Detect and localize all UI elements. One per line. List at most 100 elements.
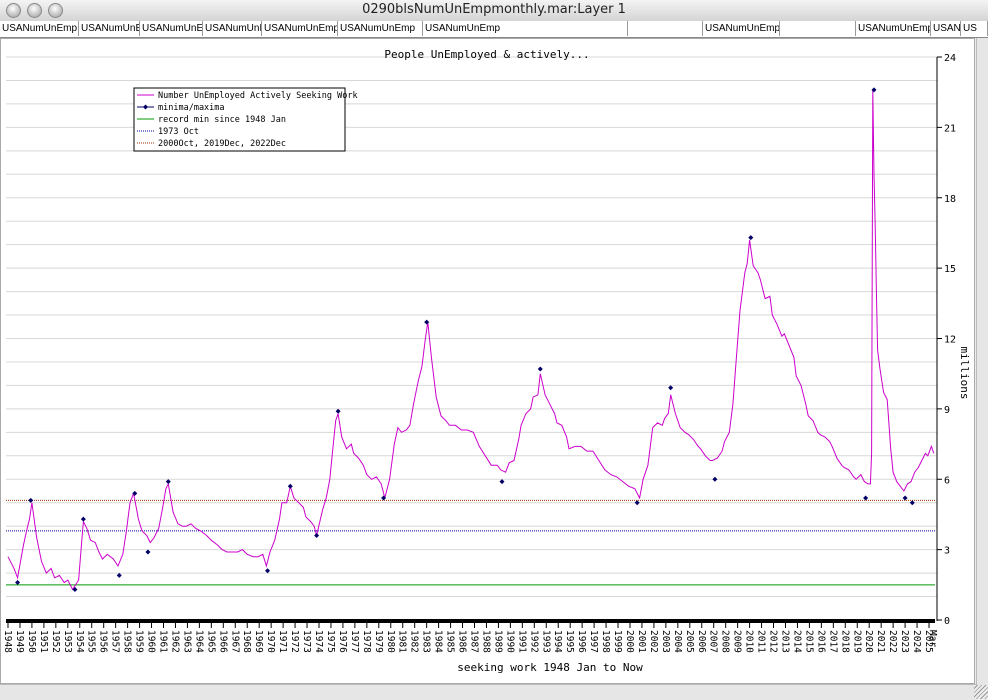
extrema-markers	[15, 87, 915, 593]
layer-tab[interactable]: USANumUnEmp	[338, 21, 423, 36]
layer-tab[interactable]: USANumUnEmp	[933, 21, 961, 36]
horizontal-scrollbar[interactable]	[0, 684, 976, 700]
minimize-window-icon[interactable]	[27, 3, 42, 18]
x-tick-label: 1984	[433, 630, 444, 653]
x-tick-label: 2021	[875, 630, 886, 653]
legend-label-series: Number UnEmployed Actively Seeking Work	[158, 91, 358, 101]
x-tick-label: 1996	[576, 630, 587, 653]
x-tick-label: 1978	[361, 630, 372, 653]
x-tick-label: 2016	[815, 630, 826, 653]
x-tick-label: 1956	[98, 630, 109, 653]
legend-label-extrema: minima/maxima	[158, 103, 225, 113]
x-tick-label: 1980	[385, 630, 396, 653]
extremum-marker	[15, 579, 21, 585]
extremum-marker	[80, 516, 86, 522]
extremum-marker	[145, 549, 151, 555]
extremum-marker	[28, 497, 34, 503]
extremum-marker	[712, 476, 718, 482]
x-tick-label: 2005	[684, 630, 695, 653]
y-tick-label: 3	[944, 546, 950, 557]
x-tick-label: 1965	[205, 630, 216, 653]
layer-tab[interactable]: USANumUnEm	[142, 21, 203, 36]
x-tick-label: 1971	[277, 630, 288, 653]
x-tick-label: 1966	[217, 630, 228, 653]
layer-tab[interactable]: USANumUnE	[205, 21, 262, 36]
vertical-scrollbar[interactable]	[976, 38, 988, 699]
x-tick-label: 2010	[744, 630, 755, 653]
x-tick-label: 1967	[229, 630, 240, 653]
x-tick-label: 1963	[181, 630, 192, 653]
extremum-marker	[132, 490, 138, 496]
layer-tab[interactable]: USANumUnEmp	[858, 21, 931, 36]
reference-lines	[6, 499, 935, 586]
extremum-marker	[634, 500, 640, 506]
x-tick-label: 1954	[74, 630, 85, 653]
extremum-marker	[265, 568, 271, 574]
close-window-icon[interactable]	[6, 3, 21, 18]
layer-tab[interactable]	[780, 21, 856, 36]
extremum-marker	[72, 587, 78, 593]
window-title: 0290blsNumUnEmpmonthly.mar:Layer 1	[362, 2, 626, 17]
extremum-marker	[335, 408, 341, 414]
x-tick-label: 1970	[265, 630, 276, 653]
x-tick-label: 1955	[86, 630, 97, 653]
extremum-marker	[863, 495, 869, 501]
x-tick-label: 1973	[301, 630, 312, 653]
x-tick-label: 2022	[887, 630, 898, 653]
layer-tab[interactable]	[628, 21, 703, 36]
x-tick-label: 2007	[708, 630, 719, 653]
layer-tab[interactable]: USANumUnEmp	[423, 21, 628, 36]
resize-grip-icon[interactable]	[974, 685, 988, 699]
x-tick-label: 1997	[588, 630, 599, 653]
x-tick-label: 2001	[636, 630, 647, 653]
extremum-marker	[314, 533, 320, 539]
x-tick-label: 2011	[756, 630, 767, 653]
x-tick-label: 2018	[839, 630, 850, 653]
y-tick-label: 9	[944, 405, 950, 416]
x-tick-label: 1990	[504, 630, 515, 653]
extremum-marker	[902, 495, 908, 501]
x-tick-label: 1959	[134, 630, 145, 653]
x-tick-label: 1976	[337, 630, 348, 653]
x-tick-label: 1968	[241, 630, 252, 653]
x-tick-label: 1974	[313, 630, 324, 653]
legend-label-1973: 1973 Oct	[158, 127, 199, 137]
y-tick-label: 24	[944, 53, 956, 64]
x-tick-label: 1995	[564, 630, 575, 653]
legend-marker-extrema	[143, 104, 148, 110]
layer-tab[interactable]: USANumUnEmp	[264, 21, 338, 36]
x-tick-label: 1977	[349, 630, 360, 653]
x-tick-label: 2025	[923, 630, 934, 653]
unemployment-chart: 1948 1949 1950 1951 1952 1953 1954 1955 1956 1957…	[2, 48, 971, 674]
extremum-marker	[909, 500, 915, 506]
x-tick-label: 1958	[122, 630, 133, 653]
x-tick-label: 1957	[110, 630, 121, 653]
x-axis-label: seeking work 1948 Jan to Now	[457, 661, 643, 674]
y-axis-label: millions	[958, 347, 971, 400]
zoom-window-icon[interactable]	[48, 3, 63, 18]
x-tick-label: 2008	[720, 630, 731, 653]
extremum-marker	[537, 366, 543, 372]
layer-tab[interactable]: US	[961, 21, 988, 36]
y-tick-label: 15	[944, 264, 956, 275]
layer-tab[interactable]: USANumUnEmp	[2, 21, 79, 36]
y-tick-label: 0	[944, 616, 950, 627]
x-tick-label: 2017	[827, 630, 838, 653]
x-tick-label: 1964	[193, 630, 204, 653]
layer-tab-strip: USANumUnEmp USANumUnE USANumUnEm USANumU…	[0, 21, 988, 38]
x-tick-label: Mar	[927, 630, 938, 647]
layer-tab[interactable]: USANumUnE	[81, 21, 140, 36]
x-tick-label: 1960	[146, 630, 157, 653]
x-tick-label: 1950	[26, 630, 37, 653]
x-tick-label: 2002	[648, 630, 659, 653]
x-tick-label: 2004	[672, 630, 683, 653]
x-tick-label: 1994	[552, 630, 563, 653]
x-tick-label: 1993	[540, 630, 551, 653]
x-tick-label: 2020	[863, 630, 874, 653]
extremum-marker	[871, 87, 877, 93]
x-ticks: 1948 1949 1950 1951 1952 1953 1954 1955 1956 1957…	[2, 622, 938, 653]
layer-tab[interactable]: USANumUnEmp	[705, 21, 780, 36]
x-tick-label: 2006	[696, 630, 707, 653]
x-tick-label: 1982	[409, 630, 420, 653]
x-tick-label: 2003	[660, 630, 671, 653]
